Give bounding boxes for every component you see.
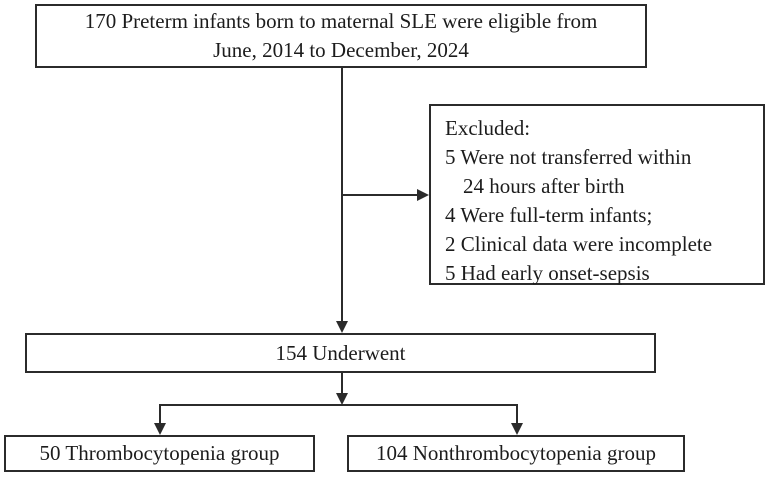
excluded-reason-1: 5 Were not transferred within [445, 145, 692, 169]
arrowhead-into-underwent [336, 321, 348, 333]
arrowhead-into-nonthrombo [511, 423, 523, 435]
nonthrombocytopenia-group-box: 104 Nonthrombocytopenia group [347, 435, 685, 472]
excluded-box: Excluded: 5 Were not transferred within … [429, 104, 765, 285]
underwent-box: 154 Underwent [25, 333, 656, 373]
thrombocytopenia-group-label: 50 Thrombocytopenia group [39, 441, 280, 465]
eligible-box-line1: 170 Preterm infants born to maternal SLE… [84, 9, 598, 33]
eligible-box: 170 Preterm infants born to maternal SLE… [35, 4, 647, 68]
thrombocytopenia-group-box: 50 Thrombocytopenia group [4, 435, 315, 472]
excluded-heading: Excluded: [445, 116, 531, 140]
arrowhead-into-excluded [417, 189, 429, 201]
excluded-reason-1-cont: 24 hours after birth [463, 174, 625, 198]
excluded-reason-4: 5 Had early onset-sepsis [445, 261, 650, 285]
eligible-box-line2: June, 2014 to December, 2024 [213, 38, 469, 62]
nonthrombocytopenia-group-label: 104 Nonthrombocytopenia group [376, 441, 656, 465]
arrowhead-into-split [336, 393, 348, 405]
excluded-reason-2: 4 Were full-term infants; [445, 203, 653, 227]
excluded-reason-3: 2 Clinical data were incomplete [445, 232, 713, 256]
arrowhead-into-thrombo [154, 423, 166, 435]
underwent-label: 154 Underwent [275, 340, 406, 365]
